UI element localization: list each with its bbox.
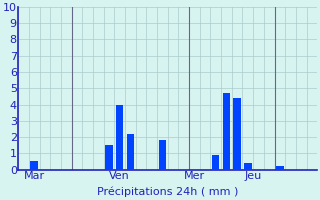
Bar (212, 155, 220, 170)
Bar (276, 166, 284, 170)
Bar (233, 98, 241, 170)
Bar (159, 140, 166, 170)
Bar (244, 163, 252, 170)
Bar (30, 161, 38, 170)
Bar (127, 134, 134, 170)
Bar (223, 93, 230, 170)
Bar (105, 145, 113, 170)
X-axis label: Précipitations 24h ( mm ): Précipitations 24h ( mm ) (97, 187, 238, 197)
Bar (116, 105, 124, 170)
